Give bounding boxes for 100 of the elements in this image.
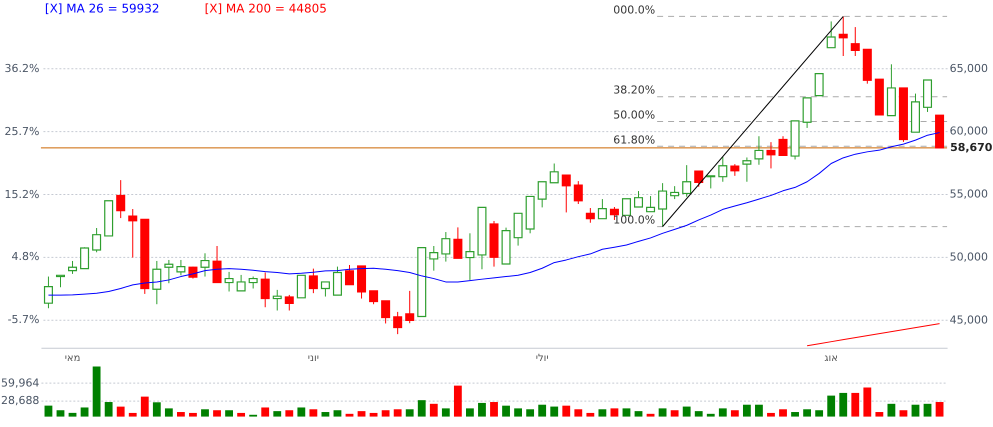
candlestick [670,186,680,200]
candlestick [248,276,258,289]
bar [285,410,294,417]
bar [225,410,233,417]
bar [68,412,76,417]
y-tick-label: 28,688 [1,394,40,407]
y-tick-label: 59,964 [1,376,40,390]
bar [164,408,173,417]
candlestick [308,268,318,294]
y-tick-label: 55,000 [950,188,988,201]
bar [56,410,64,417]
y-tick-label: 45,000 [950,313,988,326]
candlestick [224,271,234,292]
candlestick [634,190,644,208]
candlestick [92,228,102,253]
candlestick [441,232,450,262]
y-tick-label: 50,000 [950,250,988,264]
bar [718,408,727,417]
candlestick [562,174,571,213]
candlestick [332,266,342,296]
y2-tick-label: 25.7% [4,124,40,138]
candlestick [778,136,788,156]
annotation: 38.20% [613,84,656,97]
y2-tick-label: 4.8% [12,250,40,264]
bar [80,407,88,417]
candlestick [766,142,776,169]
candlestick [586,208,595,224]
bar [406,409,414,417]
bar [912,404,920,417]
bar [863,387,872,417]
bar [382,410,390,417]
candlestick [381,300,390,324]
candlestick [694,170,704,188]
bar [370,412,378,417]
bar [273,411,282,417]
bar [454,386,462,417]
bar [900,410,908,417]
y-tick-label: 65,000 [950,62,988,75]
bar [779,409,787,417]
bar [502,406,510,417]
bar [92,366,101,417]
candlestick [236,274,246,292]
bar [791,412,799,417]
bar [658,408,667,417]
candlestick [68,260,78,274]
line-series [806,323,940,346]
bar [887,404,896,417]
candlestick [538,181,547,208]
x-tick-label: יולי [536,353,549,364]
bar [189,412,197,417]
candlestick [344,264,354,286]
bar [140,396,149,417]
bar [574,409,582,417]
candlestick [429,245,438,272]
y2-tick-label: -5.7% [8,313,40,326]
bar [526,409,534,417]
candlestick [296,274,306,298]
candlestick [718,156,728,182]
bar [334,410,342,417]
candlestick [730,164,740,176]
candlestick [272,289,282,311]
candlestick [44,276,53,309]
candlestick [284,294,294,311]
annotation: 61.80% [613,133,656,146]
bar [261,407,270,417]
candlestick [742,156,752,182]
bar [152,402,161,417]
candlestick [393,311,402,335]
candlestick [176,259,186,276]
candlestick [80,246,90,270]
bar [213,410,221,417]
candlestick [405,290,414,324]
bar [936,402,944,417]
candlestick [826,20,836,48]
candlestick [200,252,210,278]
ref-line-label: 58,670 [950,140,993,154]
candlestick [369,290,378,305]
bar [128,412,137,417]
bar [322,412,330,417]
bar [176,412,185,417]
bar [730,410,739,417]
bar [562,406,570,417]
bar [827,396,836,417]
bar [104,402,113,417]
bar [430,404,438,417]
candlestick [838,16,848,56]
bar [598,409,606,417]
bar [742,404,751,417]
candlestick [850,26,860,56]
candlestick [152,260,162,305]
bar [466,408,474,417]
bar [767,412,775,417]
bar [586,412,594,417]
bar [755,404,763,417]
bar [924,404,932,417]
candlestick [212,245,222,284]
annotation: 000.0% [613,3,656,16]
bar [682,406,691,417]
candlestick [164,259,174,284]
bar [514,408,522,417]
